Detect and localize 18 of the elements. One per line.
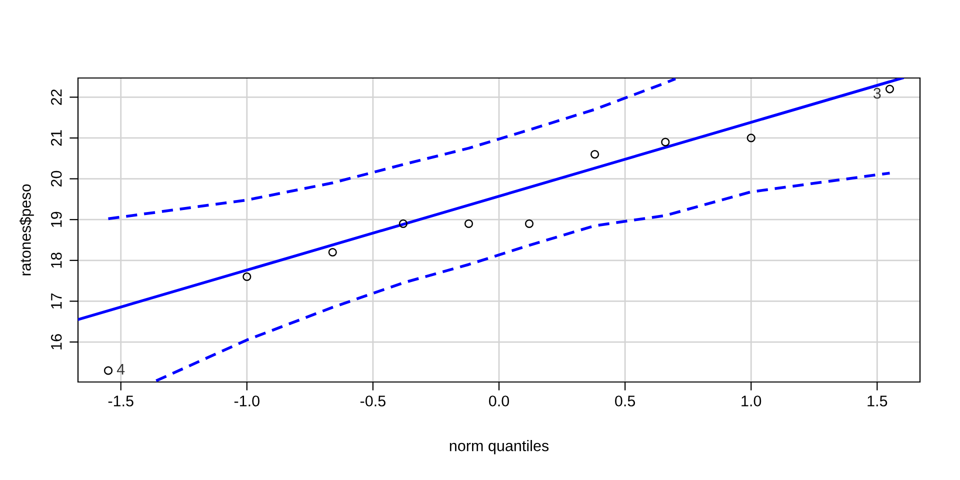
x-tick-label: -0.5 xyxy=(360,396,386,406)
x-tick-label: 1.5 xyxy=(868,396,888,406)
annotation: 4 xyxy=(116,364,125,375)
y-tick-label: 17 xyxy=(51,293,62,309)
y-tick-label: 22 xyxy=(50,89,62,105)
x-tick-label: -1.0 xyxy=(234,396,260,406)
x-tick-label: 1.0 xyxy=(742,396,762,406)
annotation: 3 xyxy=(874,88,881,99)
y-tick-label: 18 xyxy=(50,252,62,268)
x-tick-label: 0.5 xyxy=(615,396,636,406)
y-tick-label: 20 xyxy=(50,170,62,187)
x-tick-label: -1.5 xyxy=(108,396,134,406)
y-axis-title: ratones$peso xyxy=(19,184,34,276)
y-tick-label: 21 xyxy=(50,130,62,146)
x-axis-title: norm quantiles xyxy=(450,440,549,454)
y-tick-label: 19 xyxy=(50,212,62,227)
y-tick-label: 16 xyxy=(50,334,62,350)
x-tick-label: 0.0 xyxy=(488,396,510,406)
